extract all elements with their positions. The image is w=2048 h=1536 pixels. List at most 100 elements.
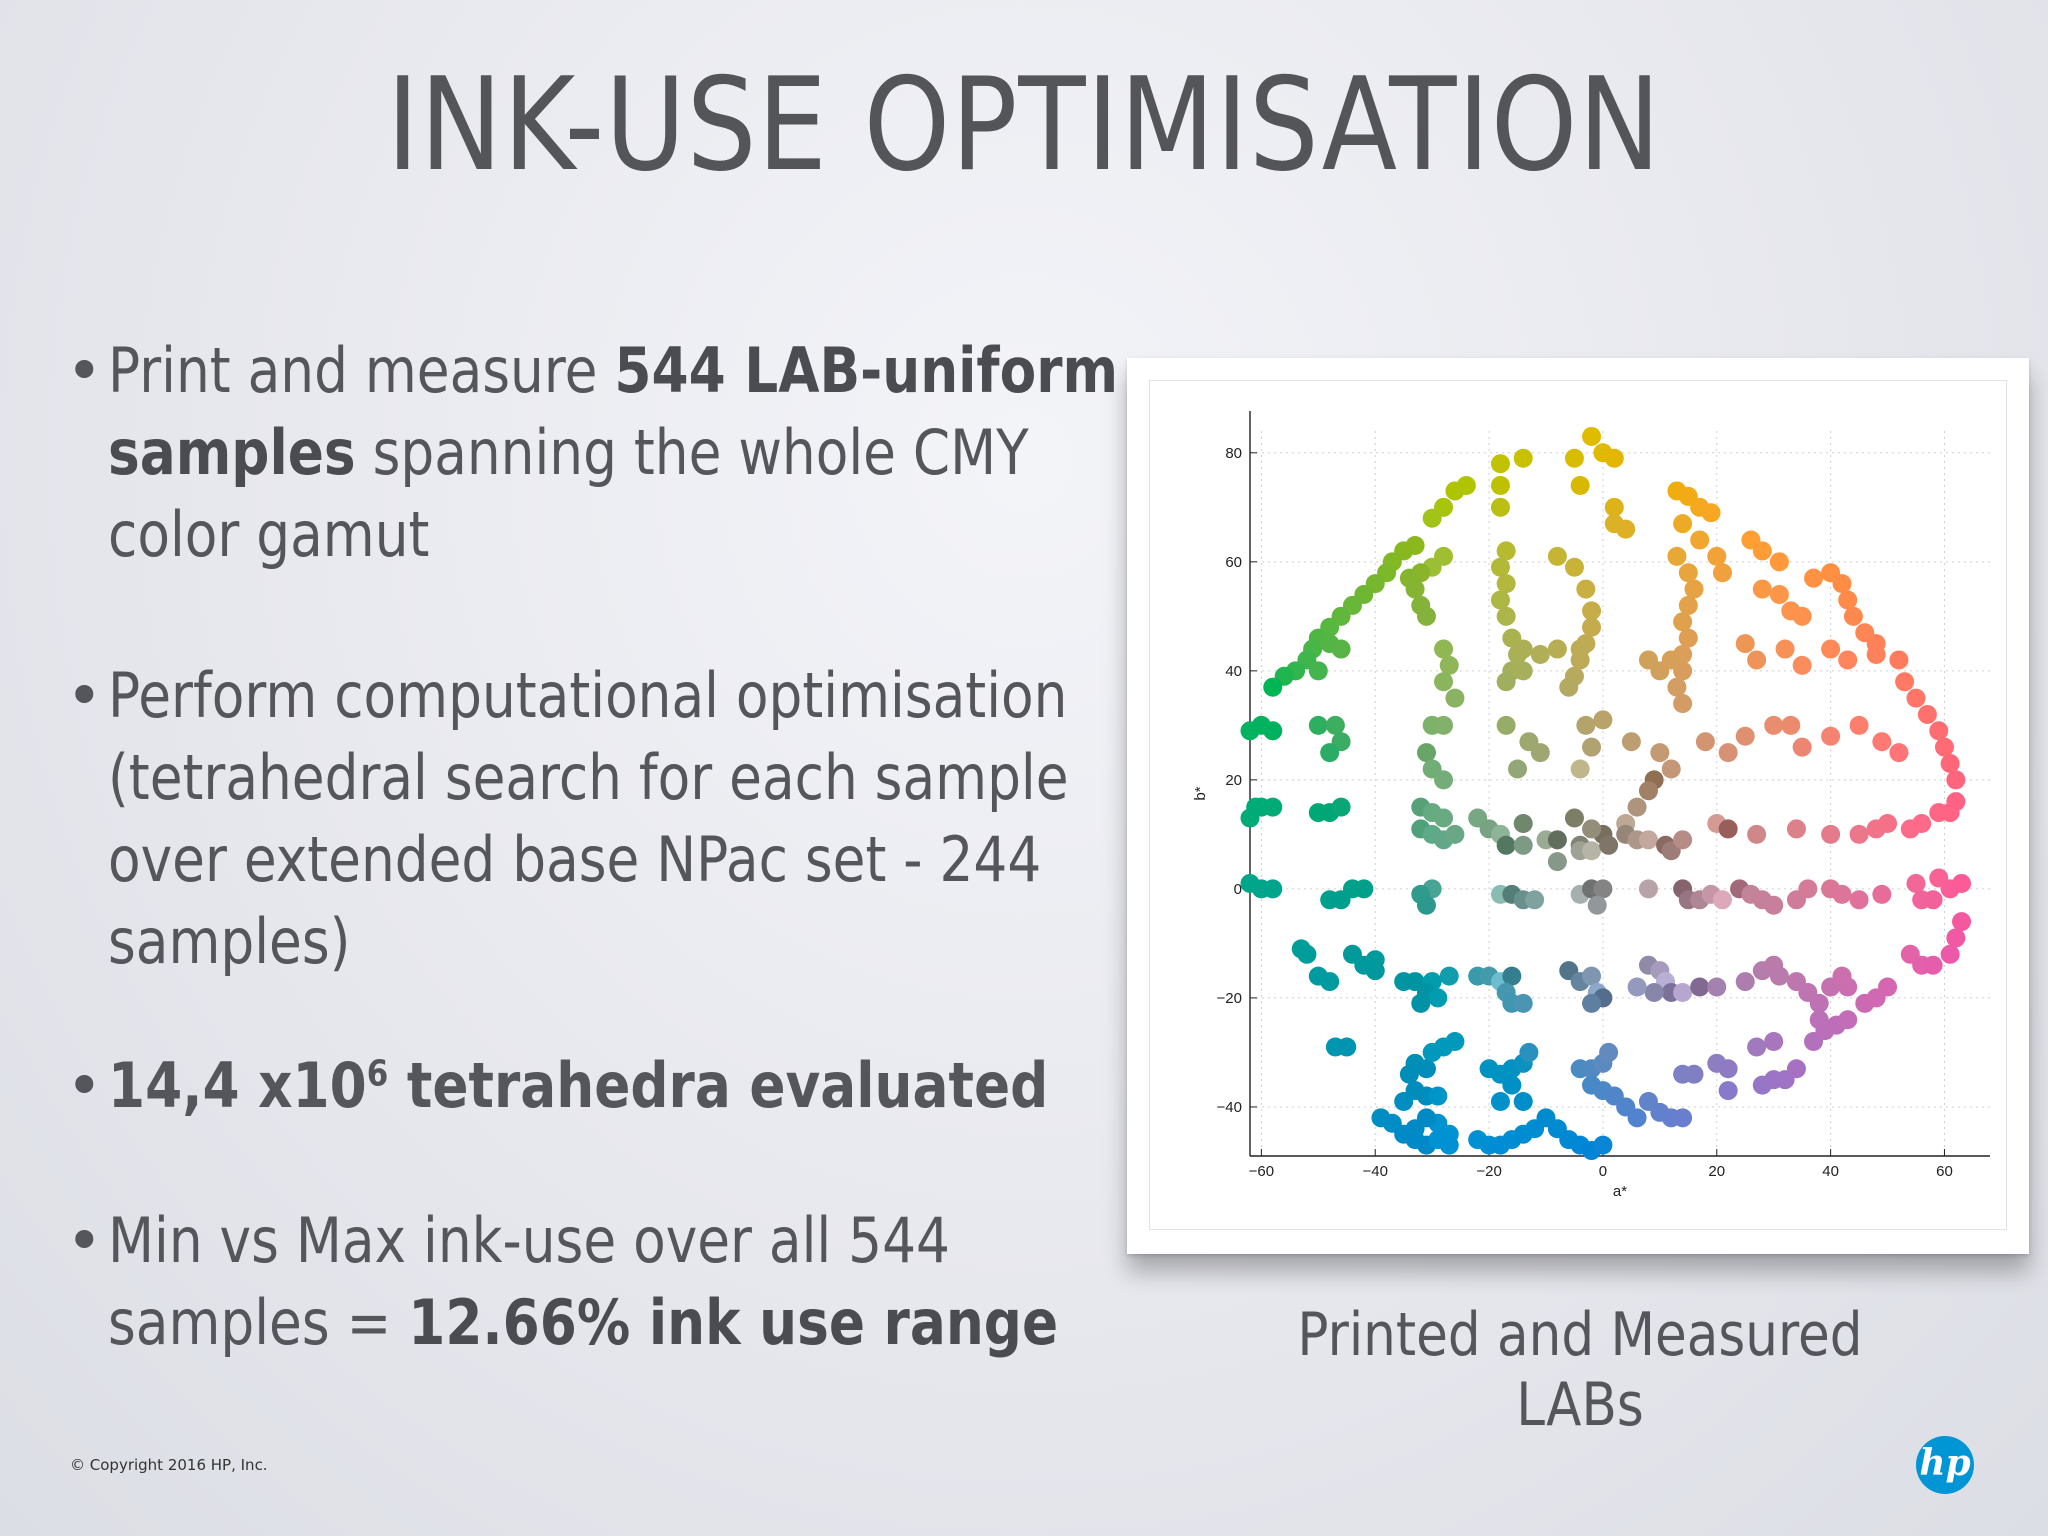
scatter-point bbox=[1792, 606, 1812, 626]
scatter-point bbox=[1434, 639, 1454, 659]
scatter-point bbox=[1712, 563, 1732, 583]
scatter-point bbox=[1946, 770, 1966, 790]
scatter-point bbox=[1701, 503, 1721, 523]
scatter-point bbox=[1781, 715, 1801, 735]
lab-scatter-chart: −60 −40 −20 0 20 40 60 −40 −20 0 20 40 60 80 a* b* bbox=[1192, 411, 1990, 1200]
scatter-point bbox=[1263, 721, 1283, 741]
scatter-point bbox=[1684, 1064, 1704, 1084]
bullet-marker: • bbox=[66, 1204, 103, 1277]
bullet-item-ink-range: • Min vs Max ink-use over all 544 sample… bbox=[66, 1200, 1106, 1364]
scatter-point bbox=[1673, 694, 1693, 714]
scatter-point bbox=[1365, 950, 1385, 970]
scatter-point bbox=[1673, 1108, 1693, 1128]
bullet-text: Min vs Max ink-use over all 544 samples … bbox=[108, 1200, 1123, 1364]
scatter-point bbox=[1428, 988, 1448, 1008]
scatter-point bbox=[1582, 993, 1602, 1013]
scatter-point bbox=[1576, 579, 1596, 599]
x-tick-label: 60 bbox=[1936, 1163, 1953, 1180]
scatter-point bbox=[1490, 557, 1510, 577]
y-tick-label: 60 bbox=[1225, 554, 1242, 571]
scatter-point bbox=[1325, 715, 1345, 735]
scatter-point bbox=[1940, 944, 1960, 964]
scatter-point bbox=[1735, 726, 1755, 746]
scatter-point bbox=[1564, 557, 1584, 577]
scatter-point bbox=[1496, 835, 1516, 855]
scatter-point bbox=[1906, 688, 1926, 708]
scatter-point bbox=[1582, 841, 1602, 861]
scatter-point bbox=[1673, 612, 1693, 632]
scatter-point bbox=[1616, 519, 1636, 539]
scatter-point bbox=[1764, 1032, 1784, 1052]
scatter-point bbox=[1490, 454, 1510, 474]
scatter-point bbox=[1718, 743, 1738, 763]
y-tick-label: 20 bbox=[1225, 772, 1242, 789]
scatter-point bbox=[1416, 743, 1436, 763]
scatter-point bbox=[1490, 497, 1510, 517]
scatter-point bbox=[1445, 481, 1465, 501]
scatter-point bbox=[1513, 813, 1533, 833]
scatter-point bbox=[1849, 715, 1869, 735]
scatter-point bbox=[1513, 993, 1533, 1013]
scatter-point bbox=[1804, 568, 1824, 588]
scatter-point bbox=[1695, 732, 1715, 752]
scatter-point bbox=[1923, 955, 1943, 975]
scatter-point bbox=[1667, 546, 1687, 566]
copyright-text: © Copyright 2016 HP, Inc. bbox=[70, 1456, 268, 1474]
chart-panel: −60 −40 −20 0 20 40 60 −40 −20 0 20 40 60 80 a* b* bbox=[1149, 380, 2007, 1230]
scatter-point bbox=[1621, 732, 1641, 752]
scatter-point bbox=[1661, 650, 1681, 670]
scatter-point bbox=[1582, 966, 1602, 986]
scatter-point bbox=[1496, 715, 1516, 735]
x-tick-label: 20 bbox=[1708, 1163, 1725, 1180]
scatter-point bbox=[1308, 661, 1328, 681]
scatter-point bbox=[1940, 754, 1960, 774]
scatter-point bbox=[1735, 972, 1755, 992]
scatter-point bbox=[1878, 813, 1898, 833]
chart-points bbox=[1240, 426, 1972, 1161]
scatter-point bbox=[1570, 759, 1590, 779]
scatter-point bbox=[1752, 579, 1772, 599]
scatter-point bbox=[1439, 655, 1459, 675]
scatter-point bbox=[1490, 590, 1510, 610]
scatter-point bbox=[1416, 1108, 1436, 1128]
scatter-point bbox=[1752, 541, 1772, 561]
scatter-point bbox=[1508, 759, 1528, 779]
scatter-point bbox=[1849, 824, 1869, 844]
scatter-point bbox=[1638, 879, 1658, 899]
scatter-point bbox=[1821, 639, 1841, 659]
scatter-point bbox=[1934, 737, 1954, 757]
scatter-point bbox=[1411, 993, 1431, 1013]
scatter-point bbox=[1445, 824, 1465, 844]
bullet-text-bold: 544 LAB-uniform samples bbox=[108, 334, 1119, 489]
scatter-point bbox=[1769, 552, 1789, 572]
scatter-point bbox=[1638, 830, 1658, 850]
scatter-point bbox=[1263, 797, 1283, 817]
scatter-point bbox=[1399, 1064, 1419, 1084]
chart-photo-frame: −60 −40 −20 0 20 40 60 −40 −20 0 20 40 60 80 a* b* bbox=[1127, 358, 2029, 1254]
bullet-marker: • bbox=[66, 334, 103, 407]
scatter-point bbox=[1889, 743, 1909, 763]
scatter-point bbox=[1439, 1135, 1459, 1155]
scatter-point bbox=[1707, 977, 1727, 997]
bullet-text-part: 14,4 x10 bbox=[108, 1049, 367, 1122]
scatter-point bbox=[1593, 1135, 1613, 1155]
chart-caption: Printed and Measured LABs bbox=[1297, 1300, 1863, 1440]
scatter-point bbox=[1866, 644, 1886, 664]
scatter-point bbox=[1582, 601, 1602, 621]
scatter-point bbox=[1525, 890, 1545, 910]
scatter-point bbox=[1434, 770, 1454, 790]
scatter-point bbox=[1428, 1086, 1448, 1106]
scatter-point bbox=[1650, 743, 1670, 763]
scatter-point bbox=[1599, 835, 1619, 855]
scatter-point bbox=[1547, 852, 1567, 872]
scatter-point bbox=[1513, 639, 1533, 659]
scatter-point bbox=[1570, 476, 1590, 496]
scatter-point bbox=[1445, 688, 1465, 708]
scatter-point bbox=[1337, 1037, 1357, 1057]
scatter-point bbox=[1416, 606, 1436, 626]
scatter-point bbox=[1496, 672, 1516, 692]
hp-logo: hp bbox=[1916, 1436, 1974, 1494]
scatter-point bbox=[1678, 595, 1698, 615]
bullet-text-part: Print and measure bbox=[108, 334, 615, 407]
scatter-point bbox=[1564, 808, 1584, 828]
